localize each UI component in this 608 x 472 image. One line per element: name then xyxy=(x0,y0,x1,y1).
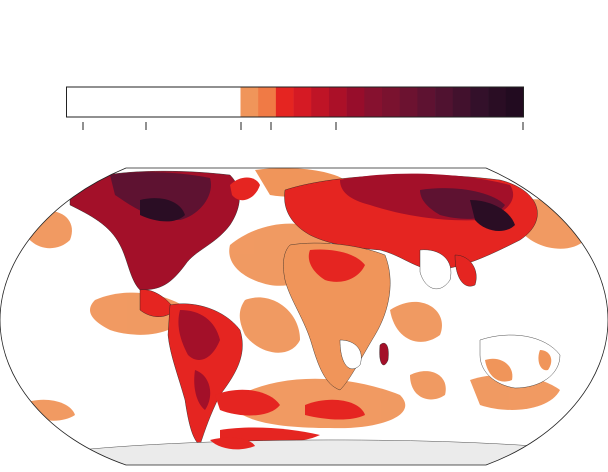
legend-swatch xyxy=(364,87,383,117)
legend-swatch xyxy=(240,87,259,117)
legend-swatch xyxy=(328,87,347,117)
africa xyxy=(283,242,391,391)
antarctic-anomaly xyxy=(210,437,255,450)
legend-ticks xyxy=(82,122,524,130)
color-scale-legend xyxy=(66,86,524,130)
world-map xyxy=(0,167,608,466)
legend-swatch xyxy=(399,87,418,117)
southern-bands xyxy=(215,389,365,444)
legend-swatch xyxy=(470,87,489,117)
legend-swatch xyxy=(382,87,400,117)
legend-swatch xyxy=(417,87,436,117)
legend-swatch xyxy=(452,87,471,117)
legend-swatch xyxy=(275,87,294,117)
north-america xyxy=(69,168,345,317)
legend-swatch xyxy=(505,87,524,117)
legend-swatch xyxy=(293,87,312,117)
australia xyxy=(479,334,561,389)
legend-swatch xyxy=(258,87,277,117)
legend-swatch xyxy=(435,87,454,117)
legend-swatch xyxy=(488,87,507,117)
map-outline xyxy=(0,167,608,466)
legend-frame xyxy=(66,86,524,118)
legend-swatch xyxy=(346,87,365,117)
legend-swatch xyxy=(311,87,330,117)
legend-swatches xyxy=(66,87,524,117)
legend-swatch xyxy=(66,87,241,117)
south-america xyxy=(167,303,243,446)
